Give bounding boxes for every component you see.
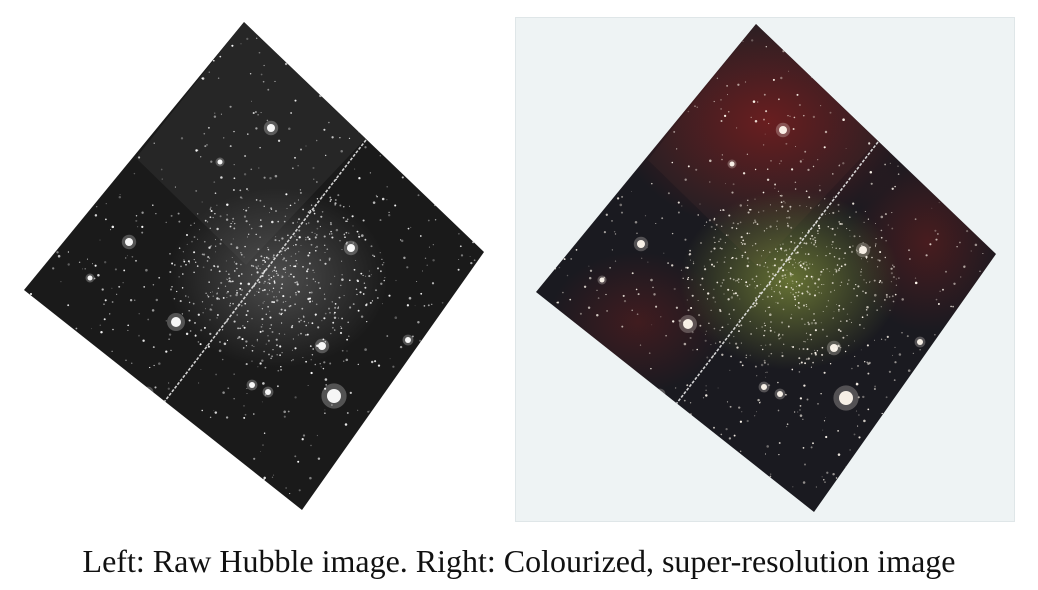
raw-hubble-image-canvas	[24, 22, 484, 510]
colourized-image-canvas	[536, 24, 996, 512]
colourized-super-resolution-image	[515, 17, 1015, 522]
colour-star-field	[536, 24, 996, 512]
raw-hubble-image	[6, 10, 506, 522]
raw-star-field	[24, 22, 484, 510]
figure-caption: Left: Raw Hubble image. Right: Colourize…	[82, 543, 956, 579]
